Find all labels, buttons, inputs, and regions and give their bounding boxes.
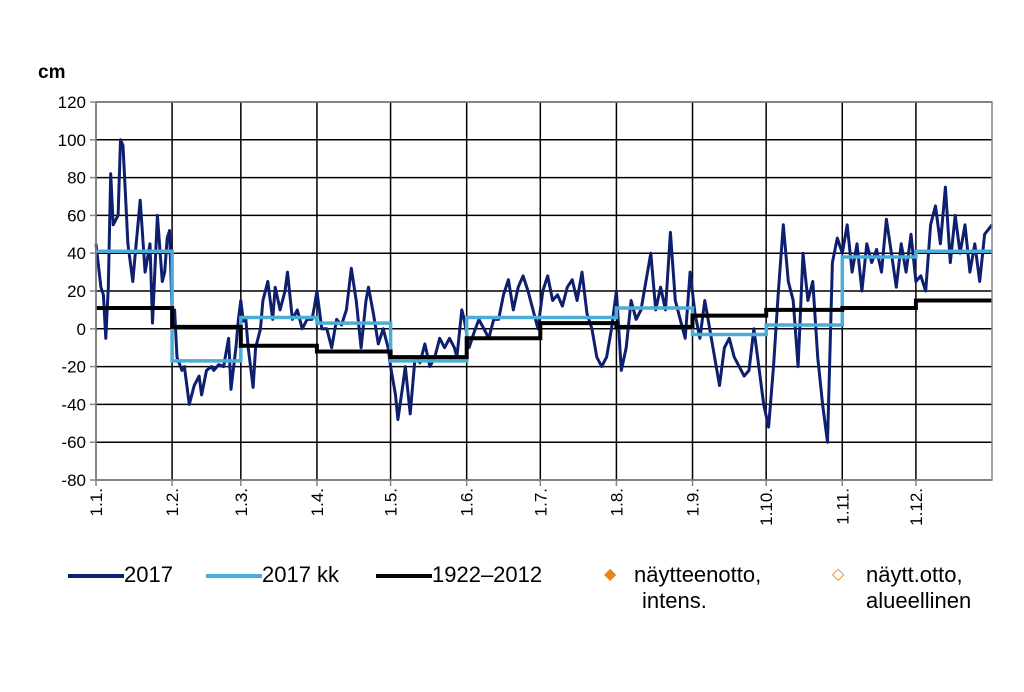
x-tick-label: 1.12.: [907, 488, 926, 526]
y-tick-label: -60: [61, 433, 86, 452]
y-tick-label: -80: [61, 471, 86, 490]
x-tick-label: 1.5.: [382, 488, 401, 516]
x-tick-label: 1.8.: [607, 488, 626, 516]
legend-label-sampling-intensive-line2: intens.: [642, 588, 707, 613]
legend-item-2017: 2017: [68, 562, 173, 666]
legend: 2017 2017 kk 1922–2012 ◆ näytteenotto, i…: [0, 562, 1024, 632]
legend-label-sampling-intensive-line1: näytteenotto,: [634, 562, 762, 587]
y-tick-label: -40: [61, 395, 86, 414]
y-tick-label: 20: [67, 282, 86, 301]
y-tick-label: 120: [58, 93, 86, 112]
line-series-1922-2012: [96, 298, 992, 360]
x-tick-label: 1.9.: [684, 488, 703, 516]
legend-line-2017: [68, 574, 124, 578]
legend-label-sampling-regional-line2: alueellinen: [866, 588, 972, 613]
x-tick-label: 1.11.: [833, 488, 852, 525]
legend-label-2017-kk: 2017 kk: [262, 562, 340, 587]
x-axis-ticks: 1.1. 1.2. 1.3. 1.4. 1.5. 1.6. 1.7. 1.8. 1.9. 1.10…: [87, 480, 926, 526]
line-series-2017: [94, 138, 994, 444]
legend-label-1922-2012: 1922–2012: [432, 562, 543, 587]
legend-item-1922-2012: 1922–2012: [376, 562, 542, 666]
y-axis-ticks: 120 100 80 60 40 20 0 -20 -40 -60 -80: [58, 93, 96, 490]
y-tick-label: 60: [67, 206, 86, 225]
legend-item-sampling-intensive: ◆ näytteenotto, intens.: [604, 562, 761, 692]
y-axis-unit-label: cm: [38, 62, 65, 83]
y-tick-label: -20: [61, 358, 86, 377]
x-tick-label: 1.1.: [87, 488, 106, 516]
legend-line-1922-2012: [376, 574, 432, 578]
x-tick-label: 1.2.: [163, 488, 182, 516]
x-tick-label: 1.3.: [232, 488, 251, 516]
y-tick-label: 40: [67, 244, 86, 263]
x-tick-label: 1.4.: [308, 488, 327, 516]
legend-line-2017-kk: [206, 574, 262, 578]
x-tick-label: 1.6.: [458, 488, 477, 516]
y-tick-label: 100: [58, 131, 86, 150]
legend-item-2017-kk: 2017 kk: [206, 562, 339, 666]
plot-area-border: [95, 101, 993, 481]
legend-label-sampling-regional-line1: näytt.otto,: [866, 562, 963, 587]
hollow-diamond-icon: ◇: [832, 566, 845, 583]
legend-item-sampling-regional: ◇ näytt.otto, alueellinen: [832, 562, 971, 692]
y-tick-label: 0: [77, 320, 86, 339]
x-tick-label: 1.10.: [757, 488, 776, 526]
x-tick-label: 1.7.: [531, 488, 550, 516]
legend-label-2017: 2017: [124, 562, 173, 587]
filled-diamond-icon: ◆: [604, 566, 617, 583]
series-lines: [94, 138, 994, 444]
y-tick-label: 80: [67, 169, 86, 188]
